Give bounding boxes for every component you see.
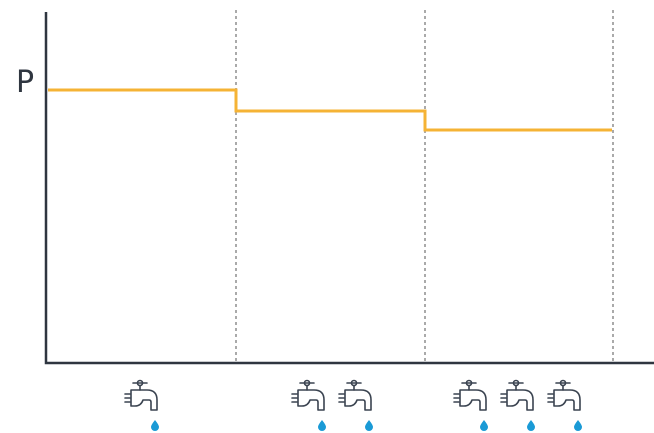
axes — [44, 12, 654, 365]
axis-label: P — [16, 65, 34, 100]
pressure-line — [48, 88, 612, 132]
faucet-icon — [338, 379, 374, 432]
faucet-icon — [547, 379, 583, 432]
faucet-icon — [453, 379, 489, 432]
faucet-icon — [291, 379, 327, 432]
faucet-icon — [124, 379, 160, 432]
faucet-icon — [500, 379, 536, 432]
